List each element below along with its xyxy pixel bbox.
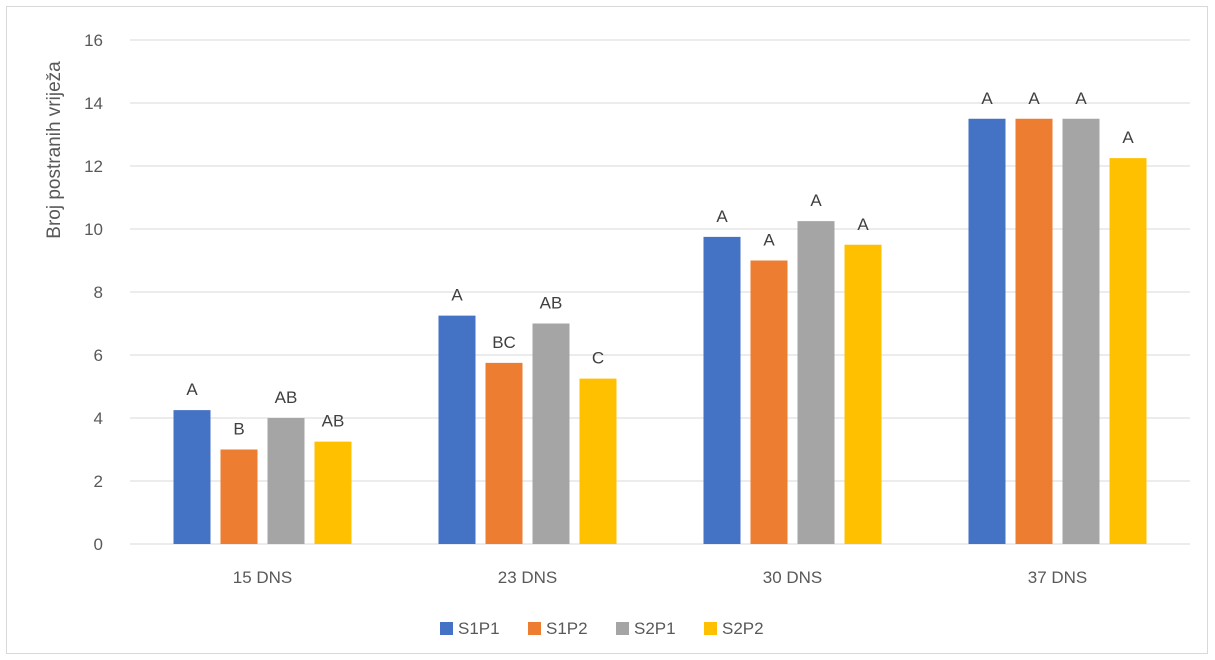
bar-s2p2-2 <box>844 244 882 544</box>
y-tick-label: 14 <box>84 94 103 113</box>
bar-s2p1-3 <box>1062 118 1100 544</box>
data-label: AB <box>322 412 345 431</box>
data-label: A <box>716 207 728 226</box>
gridlines <box>130 39 1190 545</box>
y-tick-label: 16 <box>84 31 103 50</box>
bar-s1p1-0 <box>173 410 211 544</box>
legend-swatch-s2p1 <box>616 622 629 635</box>
data-label: A <box>763 231 775 250</box>
bars <box>173 118 1147 544</box>
legend-label: S1P2 <box>546 619 588 638</box>
data-label: A <box>1122 128 1134 147</box>
bar-s1p2-1 <box>485 362 523 544</box>
bar-s2p2-3 <box>1109 158 1147 544</box>
legend-swatch-s1p2 <box>528 622 541 635</box>
y-tick-label: 6 <box>94 346 103 365</box>
bar-s2p1-0 <box>267 418 305 544</box>
data-label: BC <box>492 333 516 352</box>
y-axis-label: Broj postranih vriježa <box>44 61 65 239</box>
data-label: A <box>857 215 869 234</box>
x-axis-ticks: 15 DNS 23 DNS 30 DNS 37 DNS <box>233 568 1088 587</box>
data-label: A <box>1075 89 1087 108</box>
data-label: A <box>451 286 463 305</box>
y-tick-label: 10 <box>84 220 103 239</box>
legend-label: S2P2 <box>722 619 764 638</box>
data-label: A <box>810 191 822 210</box>
data-label: AB <box>540 294 563 313</box>
data-label: A <box>1028 89 1040 108</box>
bar-s1p1-2 <box>703 236 741 544</box>
legend-label: S1P1 <box>458 619 500 638</box>
data-label: B <box>233 420 244 439</box>
bar-s1p2-2 <box>750 260 788 544</box>
x-tick-label: 15 DNS <box>233 568 293 587</box>
legend-label: S2P1 <box>634 619 676 638</box>
bar-s1p2-0 <box>220 449 258 544</box>
data-label: A <box>186 380 198 399</box>
bar-s2p1-1 <box>532 323 570 544</box>
bar-s1p1-1 <box>438 315 476 544</box>
y-tick-label: 0 <box>94 535 103 554</box>
bar-s2p2-0 <box>314 441 352 544</box>
data-label: C <box>592 349 604 368</box>
data-label: AB <box>275 388 298 407</box>
bar-s2p1-2 <box>797 221 835 544</box>
y-tick-label: 8 <box>94 283 103 302</box>
bar-s1p1-3 <box>968 118 1006 544</box>
x-tick-label: 30 DNS <box>763 568 823 587</box>
bar-s1p2-3 <box>1015 118 1053 544</box>
x-tick-label: 23 DNS <box>498 568 558 587</box>
bar-s2p2-1 <box>579 378 617 544</box>
data-label: A <box>981 89 993 108</box>
x-tick-label: 37 DNS <box>1028 568 1088 587</box>
legend: S1P1 S1P2 S2P1 S2P2 <box>440 619 764 638</box>
y-tick-label: 4 <box>94 409 103 428</box>
legend-swatch-s2p2 <box>704 622 717 635</box>
legend-swatch-s1p1 <box>440 622 453 635</box>
y-tick-label: 2 <box>94 472 103 491</box>
y-tick-label: 12 <box>84 157 103 176</box>
chart-frame <box>6 6 1208 654</box>
y-axis-ticks: 0 2 4 6 8 10 12 14 16 <box>84 31 103 554</box>
